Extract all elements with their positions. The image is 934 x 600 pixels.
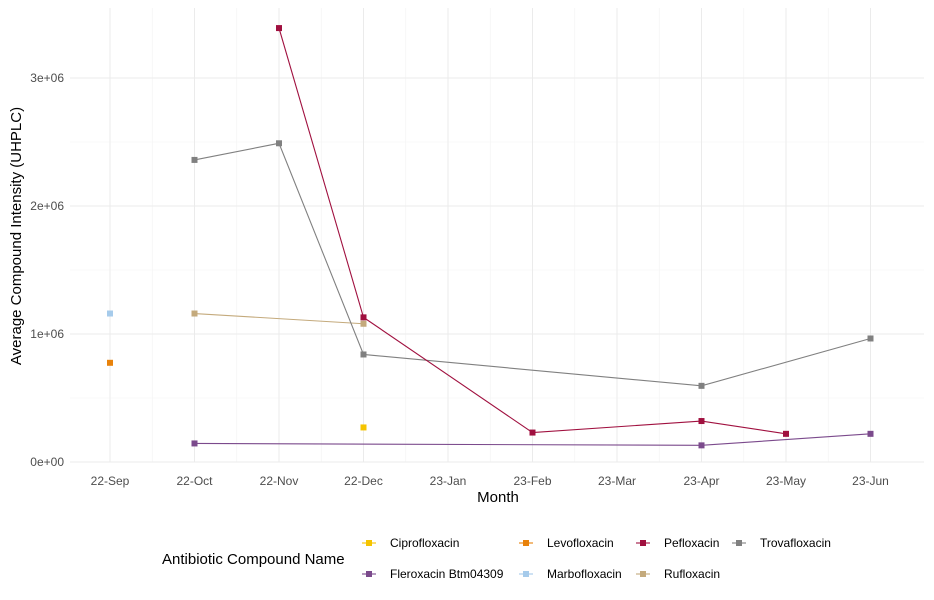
data-point-fleroxacin-btm04309	[191, 440, 198, 447]
series-line-rufloxacin	[194, 312, 364, 325]
legend-key-pefloxacin	[640, 540, 646, 546]
x-axis-title: Month	[477, 489, 519, 506]
legend-key-trovafloxacin	[736, 540, 742, 546]
legend-label-trovafloxacin: Trovafloxacin	[760, 536, 831, 550]
x-tick-label: 23-Mar	[598, 474, 636, 488]
data-point-pefloxacin	[783, 430, 789, 437]
x-tick-label: 23-Jun	[852, 474, 889, 488]
legend-title: Antibiotic Compound Name	[162, 551, 345, 568]
x-tick-label: 23-Apr	[683, 474, 719, 488]
data-point-levofloxacin	[107, 359, 113, 366]
y-axis-title: Average Compound Intensity (UHPLC)	[8, 107, 25, 365]
x-tick-label: 23-May	[766, 474, 806, 488]
legend-key-ciprofloxacin	[366, 540, 372, 546]
data-point-marbofloxacin	[107, 310, 113, 317]
x-tick-label: 22-Nov	[260, 474, 299, 488]
legend-label-ciprofloxacin: Ciprofloxacin	[390, 536, 459, 550]
y-tick-label: 0e+00	[30, 455, 64, 469]
data-point-pefloxacin	[360, 314, 367, 321]
data-point-ciprofloxacin	[360, 424, 367, 431]
data-point-fleroxacin-btm04309	[867, 430, 874, 437]
data-point-pefloxacin	[276, 25, 282, 32]
x-tick-label: 22-Oct	[176, 474, 213, 488]
legend-key-marbofloxacin	[523, 571, 529, 577]
data-point-rufloxacin	[360, 320, 367, 327]
legend-key-fleroxacin-btm04309	[366, 571, 372, 577]
legend-label-marbofloxacin: Marbofloxacin	[547, 567, 622, 581]
data-point-pefloxacin	[529, 429, 536, 436]
legend-label-levofloxacin: Levofloxacin	[547, 536, 614, 550]
series-layer	[107, 25, 874, 449]
data-point-trovafloxacin	[360, 351, 367, 358]
data-point-fleroxacin-btm04309	[698, 442, 705, 449]
grid	[70, 8, 924, 463]
data-point-trovafloxacin	[867, 335, 874, 342]
legend-label-pefloxacin: Pefloxacin	[664, 536, 719, 550]
data-point-pefloxacin	[698, 418, 705, 425]
data-point-trovafloxacin	[191, 156, 198, 163]
tick-labels: 22-Sep 22-Oct 22-Nov 22-Dec 23-Jan 23-Feb 23-M…	[30, 71, 889, 488]
legend-key-rufloxacin	[640, 571, 646, 577]
legend: Ciprofloxacin Fleroxacin Btm04309 Levoflox…	[362, 536, 831, 581]
legend-key-levofloxacin	[523, 540, 529, 546]
legend-label-rufloxacin: Rufloxacin	[664, 567, 720, 581]
x-tick-label: 22-Dec	[344, 474, 383, 488]
x-tick-label: 22-Sep	[91, 474, 130, 488]
data-point-trovafloxacin	[276, 140, 282, 147]
y-tick-label: 3e+06	[30, 71, 64, 85]
x-tick-label: 23-Feb	[513, 474, 551, 488]
data-point-trovafloxacin	[698, 382, 705, 389]
y-tick-label: 1e+06	[30, 327, 64, 341]
x-tick-label: 23-Jan	[430, 474, 467, 488]
data-point-rufloxacin	[191, 310, 198, 317]
legend-label-fleroxacin-btm04309: Fleroxacin Btm04309	[390, 567, 504, 581]
y-tick-label: 2e+06	[30, 199, 64, 213]
